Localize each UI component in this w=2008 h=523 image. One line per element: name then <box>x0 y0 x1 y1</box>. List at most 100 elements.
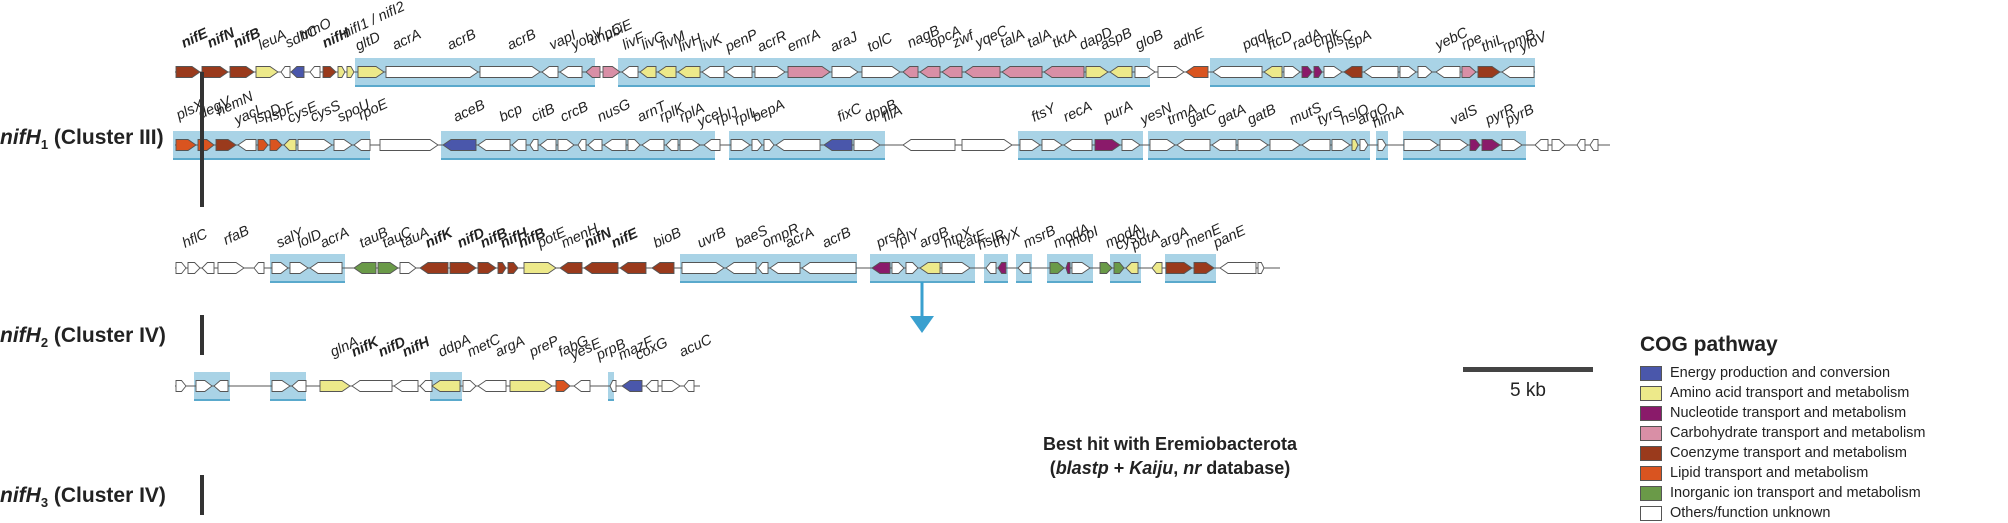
gene-arrow <box>280 66 291 78</box>
gene-arrow <box>754 66 786 78</box>
gene-arrow <box>701 66 725 78</box>
legend-item: Nucleotide transport and metabolism <box>1640 403 2000 423</box>
gene-arrow <box>385 66 479 78</box>
legend-item: Energy production and conversion <box>1640 363 2000 383</box>
gene-arrow <box>357 66 385 78</box>
gene-arrow <box>195 380 213 392</box>
gene-arrow <box>477 139 511 151</box>
gene-arrow <box>257 139 269 151</box>
gene-arrow <box>1435 66 1461 78</box>
gene-arrow <box>645 380 659 392</box>
gene-arrow <box>477 380 507 392</box>
gene-arrow <box>1049 262 1065 274</box>
legend-label: Amino acid transport and metabolism <box>1670 385 1910 401</box>
gene-label: fixC <box>835 100 865 125</box>
gene-arrow <box>1065 262 1071 274</box>
gene-arrow <box>1377 139 1387 151</box>
gene-arrow <box>399 262 417 274</box>
gene-arrow <box>255 66 279 78</box>
synteny-block-edge <box>355 85 595 87</box>
gene-arrow <box>322 66 337 78</box>
gene-label: acrA <box>318 225 352 252</box>
legend-label: Nucleotide transport and metabolism <box>1670 405 1907 421</box>
synteny-block-edge <box>430 399 462 401</box>
gene-label: ftsY <box>1029 100 1060 126</box>
row-bracket-nifh3 <box>200 475 204 515</box>
gene-label: livK <box>697 31 726 56</box>
gene-label: acuC <box>677 332 715 361</box>
gene-arrow <box>902 66 919 78</box>
legend-label: Coenzyme transport and metabolism <box>1670 445 1907 461</box>
gene-arrow <box>477 262 497 274</box>
gene-label: bcp <box>497 101 525 125</box>
gene-arrow <box>442 139 477 151</box>
gene-arrow <box>1576 139 1586 151</box>
gene-label: bioB <box>651 225 684 252</box>
gene-label: hflC <box>180 226 211 252</box>
gene-arrow <box>1501 66 1535 78</box>
gene-arrow <box>479 66 541 78</box>
gene-arrow <box>1363 66 1399 78</box>
gene-arrow <box>523 262 557 274</box>
legend-label: Inorganic ion transport and metabolism <box>1670 485 1921 501</box>
gene-arrow <box>507 262 519 274</box>
gene-arrow <box>309 262 343 274</box>
synteny-block-edge <box>441 158 715 160</box>
gene-arrow <box>905 262 919 274</box>
gene-arrow <box>725 66 753 78</box>
gene-arrow <box>269 139 283 151</box>
gene-arrow <box>577 139 587 151</box>
gene-arrow <box>823 139 853 151</box>
gene-arrow <box>271 380 291 392</box>
gene-arrow <box>1109 66 1133 78</box>
gene-arrow <box>353 262 377 274</box>
gene-arrow <box>1211 139 1237 151</box>
gene-arrow <box>677 66 701 78</box>
gene-arrow <box>449 262 477 274</box>
gene-arrow <box>431 380 461 392</box>
gene-arrow <box>725 262 757 274</box>
legend-label: Energy production and conversion <box>1670 365 1891 381</box>
gene-arrow <box>941 262 971 274</box>
gene-arrow <box>1134 66 1156 78</box>
gene-arrow <box>289 262 309 274</box>
gene-label: emrA <box>785 26 823 55</box>
gene-arrow <box>751 139 763 151</box>
synteny-block-edge <box>1210 85 1535 87</box>
synteny-block-edge <box>270 399 306 401</box>
gene-arrow <box>902 139 956 151</box>
gene-arrow <box>1041 139 1063 151</box>
synteny-block-edge <box>680 281 857 283</box>
synteny-block-edge <box>1376 158 1388 160</box>
gene-arrow <box>1193 262 1215 274</box>
gene-arrow <box>775 139 821 151</box>
synteny-block-edge <box>194 399 230 401</box>
gene-arrow <box>175 380 187 392</box>
gene-label: adhE <box>1170 25 1208 54</box>
gene-arrow <box>1121 139 1141 151</box>
gene-arrow <box>291 380 307 392</box>
gene-arrow <box>853 139 881 151</box>
gene-arrow <box>393 380 419 392</box>
gene-arrow <box>871 262 891 274</box>
legend-title: COG pathway <box>1640 333 1778 356</box>
legend-swatch <box>1640 445 1662 461</box>
gene-label: nifK <box>423 225 457 252</box>
gene-arrow <box>1313 66 1323 78</box>
gene-arrow <box>1151 262 1163 274</box>
gene-arrow <box>497 262 507 274</box>
gene-arrow <box>651 262 675 274</box>
legend-item: Others/function unknown <box>1640 503 2000 523</box>
scale-bar: 5 kb <box>1463 367 1593 402</box>
gene-label: araJ <box>828 29 861 56</box>
gene-arrow <box>985 262 997 274</box>
synteny-block-edge <box>1165 281 1216 283</box>
gene-arrow <box>1481 139 1501 151</box>
gene-arrow <box>175 139 197 151</box>
scale-label: 5 kb <box>1510 380 1546 401</box>
gene-arrow <box>1063 139 1093 151</box>
gene-arrow <box>1157 66 1185 78</box>
gene-arrow <box>657 66 677 78</box>
legend-item: Coenzyme transport and metabolism <box>1640 443 2000 463</box>
legend-item: Carbohydrate transport and metabolism <box>1640 423 2000 443</box>
